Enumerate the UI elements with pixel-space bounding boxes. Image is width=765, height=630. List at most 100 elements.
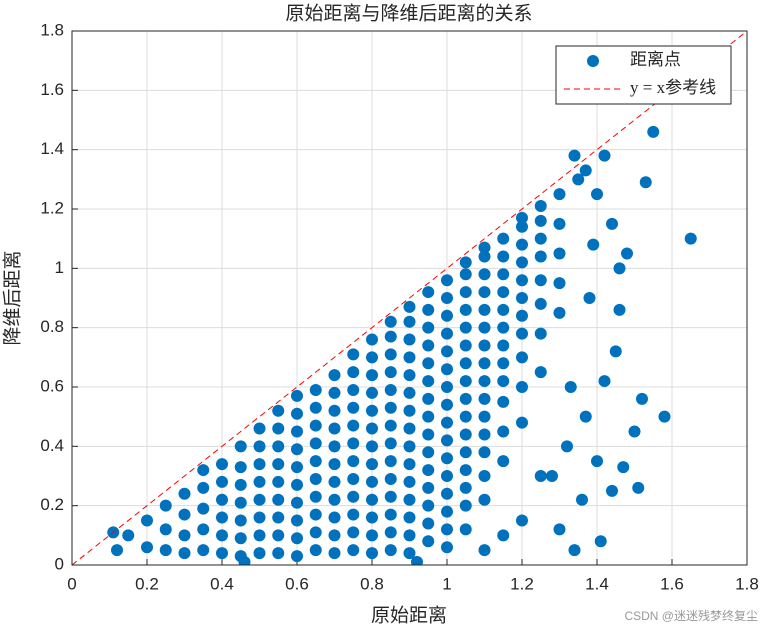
point xyxy=(441,452,453,465)
point xyxy=(216,511,228,524)
point xyxy=(159,544,172,557)
point xyxy=(347,383,360,396)
point xyxy=(583,292,596,304)
point xyxy=(328,458,341,471)
point xyxy=(253,493,266,506)
point xyxy=(291,407,303,420)
point xyxy=(347,490,360,503)
point xyxy=(384,508,397,521)
point xyxy=(441,345,453,358)
point xyxy=(159,523,172,536)
point xyxy=(403,475,416,488)
point xyxy=(516,211,528,224)
point xyxy=(403,440,416,453)
x-tick-label: 1.8 xyxy=(735,574,759,593)
x-tick-label: 1.4 xyxy=(585,574,609,593)
point xyxy=(606,217,618,230)
point xyxy=(591,455,603,468)
point xyxy=(347,455,360,468)
point xyxy=(478,493,491,506)
x-tick-label: 0 xyxy=(67,574,76,593)
point xyxy=(328,386,341,399)
point xyxy=(178,508,191,521)
point xyxy=(403,458,416,471)
point xyxy=(347,348,360,361)
point xyxy=(459,392,472,405)
plot-area xyxy=(72,31,747,565)
legend: 距离点 y = x参考线 xyxy=(555,45,732,105)
point xyxy=(328,404,341,417)
point xyxy=(366,529,378,542)
point xyxy=(441,327,453,340)
point xyxy=(234,532,247,545)
point xyxy=(534,214,547,227)
point xyxy=(272,422,285,435)
point xyxy=(422,535,435,548)
point xyxy=(497,321,510,334)
point xyxy=(347,366,360,379)
point xyxy=(459,286,472,299)
point xyxy=(234,496,247,509)
point xyxy=(234,478,247,491)
point xyxy=(328,422,341,435)
point xyxy=(534,200,547,213)
point xyxy=(366,422,378,435)
point xyxy=(478,303,491,316)
point xyxy=(497,303,510,316)
point xyxy=(366,369,378,382)
point xyxy=(497,339,510,352)
y-tick-label: 1 xyxy=(55,258,64,277)
point xyxy=(658,410,671,423)
y-tick-label: 1.2 xyxy=(40,198,64,217)
x-tick-label: 0.6 xyxy=(285,574,309,593)
point xyxy=(328,440,341,453)
x-tick-label: 0.2 xyxy=(135,574,159,593)
x-tick-label: 0.4 xyxy=(210,574,234,593)
point xyxy=(579,410,592,423)
point xyxy=(366,404,378,417)
chart-title: 原始距离与降维后距离的关系 xyxy=(285,2,532,24)
point xyxy=(384,437,397,450)
point xyxy=(197,502,210,515)
point xyxy=(384,383,397,396)
point xyxy=(598,375,611,388)
point xyxy=(253,511,266,524)
point xyxy=(478,286,491,299)
x-tick-label: 1.6 xyxy=(660,574,684,593)
point xyxy=(253,458,266,471)
legend-marker xyxy=(587,55,599,67)
point xyxy=(459,303,472,316)
point xyxy=(347,437,360,450)
y-tick-label: 1.8 xyxy=(40,20,64,39)
point xyxy=(291,514,303,527)
point xyxy=(516,238,528,251)
y-tick-label: 0.2 xyxy=(40,495,64,514)
point xyxy=(422,339,435,352)
point xyxy=(403,511,416,524)
point xyxy=(459,499,472,512)
point xyxy=(534,327,547,340)
point xyxy=(328,493,341,506)
point xyxy=(422,428,435,441)
point xyxy=(478,410,491,423)
point xyxy=(441,274,453,287)
legend-label: y = x参考线 xyxy=(630,78,716,97)
point xyxy=(291,443,303,456)
point xyxy=(617,461,630,474)
point xyxy=(568,544,581,557)
point xyxy=(441,434,453,447)
y-tick-label: 0.6 xyxy=(40,376,64,395)
point xyxy=(441,470,453,482)
point xyxy=(422,410,435,423)
point xyxy=(478,428,491,441)
point xyxy=(403,386,416,399)
point xyxy=(478,470,491,482)
point xyxy=(234,440,247,453)
grid: 0 0.2 0.4 0.6 0.8 1 1.2 1.4 1.6 1.8 0 0.2 0.4 0.6 0.8 1… xyxy=(40,20,758,593)
point xyxy=(636,392,648,405)
point xyxy=(422,375,435,388)
legend-box xyxy=(555,45,732,105)
point xyxy=(141,541,153,554)
point xyxy=(441,292,453,304)
point xyxy=(309,472,322,485)
